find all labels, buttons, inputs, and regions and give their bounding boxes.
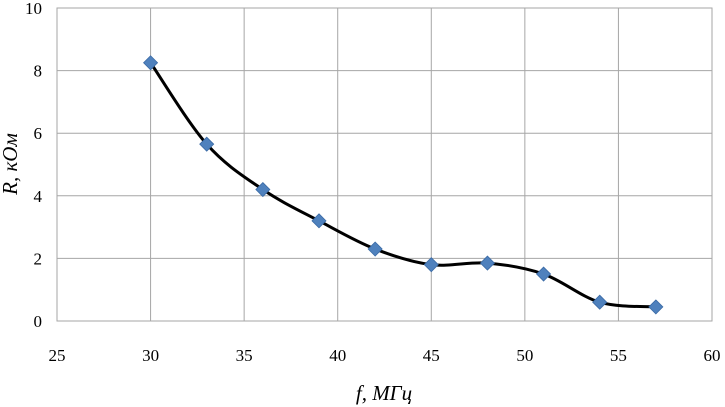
x-axis-title: f, МГц	[356, 381, 412, 405]
data-point-marker	[423, 257, 439, 273]
data-point-marker	[143, 55, 159, 71]
series-smooth-line	[149, 61, 656, 309]
y-tick-labels: 0 2 4 6 8 10	[25, 0, 43, 331]
y-tick-label: 6	[34, 124, 43, 143]
x-tick-label: 45	[423, 346, 440, 365]
y-tick-label: 0	[34, 312, 43, 331]
y-tick-label: 10	[25, 0, 42, 18]
y-tick-label: 4	[34, 187, 43, 206]
data-point-marker	[536, 266, 552, 282]
grid	[56, 7, 713, 322]
data-point-marker	[255, 181, 271, 198]
y-axis-title: R, кОм	[0, 133, 22, 196]
y-tick-label: 2	[34, 249, 43, 268]
series-markers	[143, 55, 664, 315]
x-tick-label: 55	[610, 346, 627, 365]
x-tick-label: 40	[329, 346, 346, 365]
x-tick-label: 35	[236, 346, 253, 365]
x-tick-labels: 25 30 35 40 45 50 55 60	[49, 346, 721, 365]
data-point-marker	[479, 255, 495, 271]
x-tick-label: 60	[704, 346, 721, 365]
data-point-marker	[311, 213, 327, 229]
y-tick-label: 8	[34, 62, 43, 81]
data-point-marker	[648, 299, 664, 315]
data-point-marker	[199, 136, 215, 152]
x-tick-label: 50	[516, 346, 533, 365]
data-point-marker	[592, 294, 608, 310]
plot-area-border	[56, 7, 713, 322]
x-tick-label: 30	[142, 346, 159, 365]
x-tick-label: 25	[49, 346, 66, 365]
data-point-marker	[367, 241, 383, 257]
